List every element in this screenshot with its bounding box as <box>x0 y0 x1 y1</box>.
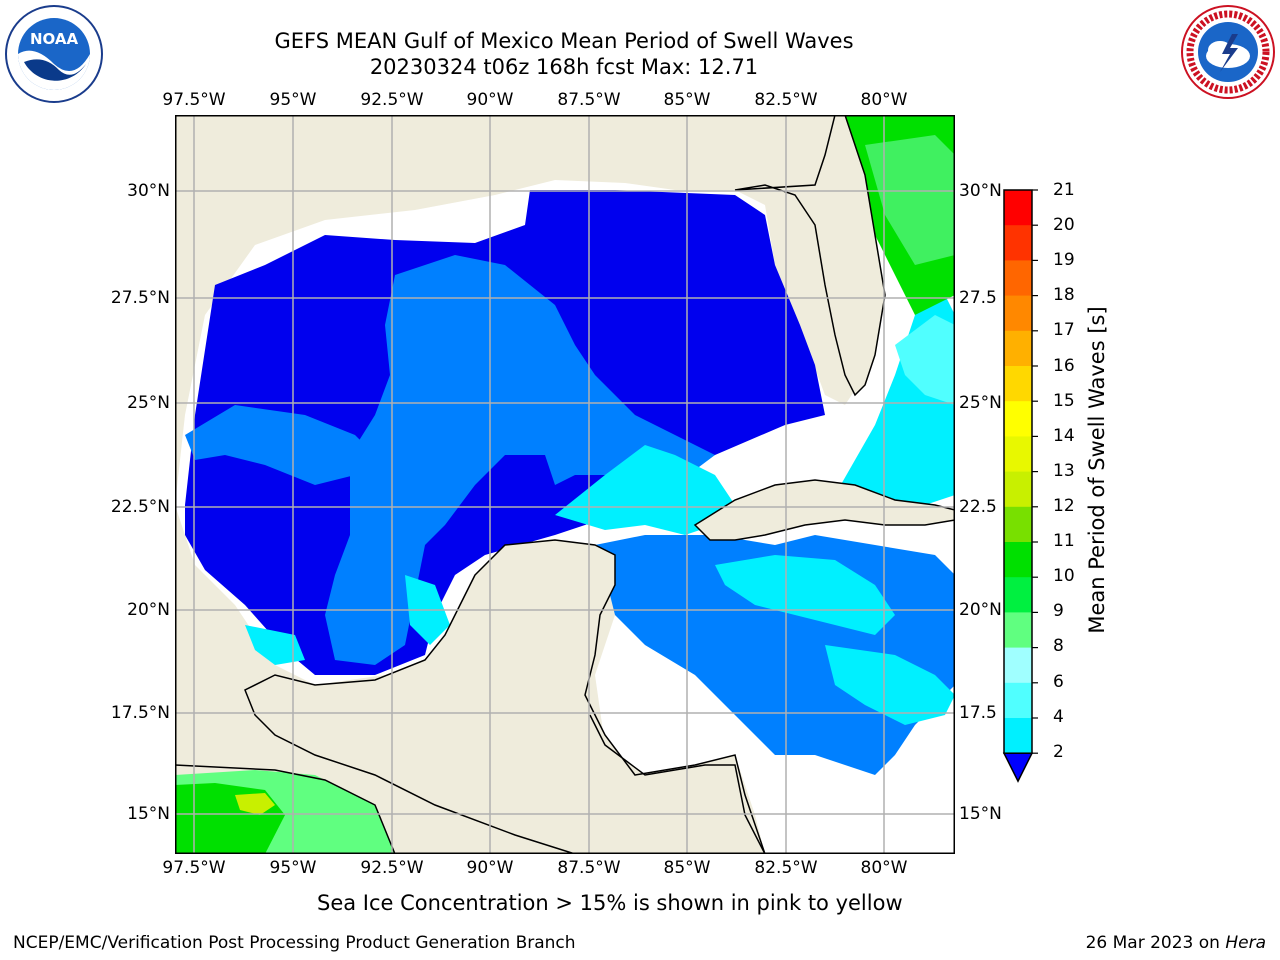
lat-label-right: 22.5 <box>959 497 997 517</box>
lon-label-bottom: 90°W <box>466 858 514 878</box>
colorbar-tick-label: 14 <box>1053 426 1075 446</box>
lon-label-top: 95°W <box>269 90 317 110</box>
cuba-land <box>693 479 955 541</box>
colorbar-segment <box>1004 295 1032 332</box>
lat-label-left: 27.5°N <box>110 288 170 308</box>
lon-label-top: 87.5°W <box>557 90 621 110</box>
lon-label-bottom: 92.5°W <box>360 858 424 878</box>
colorbar-segment <box>1004 577 1032 613</box>
lat-label-left: 30°N <box>127 181 170 201</box>
colorbar-segment <box>1004 330 1032 367</box>
lat-label-left: 20°N <box>127 600 170 620</box>
lat-label-left: 15°N <box>127 804 170 824</box>
footer-date: 26 Mar 2023 on Hera <box>1086 933 1266 953</box>
colorbar-segment <box>1004 260 1032 297</box>
noaa-logo: NOAA <box>5 5 103 103</box>
colorbar-tick-label: 4 <box>1053 707 1064 727</box>
florida-land <box>734 115 886 397</box>
colorbar-segment <box>1004 682 1032 719</box>
lat-label-right: 20°N <box>959 600 1002 620</box>
noaa-logo-text: NOAA <box>30 30 79 48</box>
yucatan-land <box>244 539 766 854</box>
swell-period-zone-12 <box>235 793 275 815</box>
colorbar-tick-label: 15 <box>1053 391 1075 411</box>
footer-date-text: 26 Mar 2023 on <box>1085 933 1226 953</box>
lon-label-bottom: 82.5°W <box>754 858 818 878</box>
nws-logo <box>1181 5 1275 99</box>
swell-period-zone-6 <box>825 645 955 725</box>
colorbar-tick-label: 10 <box>1053 566 1075 586</box>
lat-label-right: 30°N <box>959 181 1002 201</box>
swell-period-zone-10 <box>865 135 955 265</box>
colorbar-segment <box>1004 401 1032 437</box>
swell-period-zone-6 <box>245 625 305 665</box>
colorbar-tick-label: 19 <box>1053 250 1075 270</box>
colorbar-title: Mean Period of Swell Waves [s] <box>1085 306 1109 634</box>
lon-label-bottom: 87.5°W <box>557 858 621 878</box>
plot-title-line1: GEFS MEAN Gulf of Mexico Mean Period of … <box>274 29 854 53</box>
colorbar-segment <box>1004 542 1032 578</box>
footer-branch: NCEP/EMC/Verification Post Processing Pr… <box>13 933 576 953</box>
colorbar-tick-label: 18 <box>1053 285 1075 305</box>
lon-label-top: 85°W <box>663 90 711 110</box>
colorbar-segment <box>1004 471 1032 508</box>
colorbar-segment <box>1004 647 1032 684</box>
footer-host: Hera <box>1225 933 1266 953</box>
lon-label-bottom: 85°W <box>663 858 711 878</box>
lat-label-right: 15°N <box>959 804 1002 824</box>
lon-label-bottom: 97.5°W <box>162 858 226 878</box>
lat-label-right: 27.5 <box>959 288 997 308</box>
lon-label-top: 82.5°W <box>754 90 818 110</box>
colorbar-tick-label: 16 <box>1053 356 1075 376</box>
graticule <box>175 115 955 854</box>
colorbar-tick-label: 13 <box>1053 461 1075 481</box>
swell-period-zone-4 <box>325 255 715 665</box>
colorbar-tick-label: 6 <box>1053 672 1064 692</box>
colorbar-segment <box>1004 366 1032 402</box>
lat-label-left: 17.5°N <box>110 703 170 723</box>
lat-label-right: 25°N <box>959 393 1002 413</box>
lon-label-top: 97.5°W <box>162 90 226 110</box>
colorbar-tick-label: 12 <box>1053 496 1075 516</box>
lon-label-top: 92.5°W <box>360 90 424 110</box>
sea-ice-note: Sea Ice Concentration > 15% is shown in … <box>317 891 903 915</box>
colorbar-tick-label: 17 <box>1053 320 1075 340</box>
colorbar-segment <box>1004 506 1032 543</box>
colorbar-segment <box>1004 718 1032 754</box>
map-frame <box>175 115 955 854</box>
colorbar-segment <box>1004 436 1032 473</box>
lon-label-top: 90°W <box>466 90 514 110</box>
lat-label-right: 17.5 <box>959 703 997 723</box>
coastline-south <box>175 714 766 854</box>
lon-label-bottom: 80°W <box>860 858 908 878</box>
colorbar-tick-label: 9 <box>1053 601 1064 621</box>
swell-period-zone-8 <box>895 315 955 405</box>
colorbar-tick-label: 21 <box>1053 180 1075 200</box>
colorbar-tick-label: 20 <box>1053 215 1075 235</box>
colorbar-tick-label: 8 <box>1053 636 1064 656</box>
lat-label-left: 22.5°N <box>110 497 170 517</box>
colorbar-segment <box>1004 190 1032 226</box>
plot-title-line2: 20230324 t06z 168h fcst Max: 12.71 <box>369 55 759 79</box>
colorbar-segment <box>1004 612 1032 649</box>
lat-label-left: 25°N <box>127 393 170 413</box>
lon-label-bottom: 95°W <box>269 858 317 878</box>
swell-period-zone-4 <box>185 405 375 485</box>
colorbar-segment <box>1004 225 1032 261</box>
colorbar-extend-arrow <box>1002 752 1034 783</box>
swell-period-zone-6 <box>715 555 895 635</box>
lon-label-top: 80°W <box>860 90 908 110</box>
gulf-of-mexico-map <box>175 115 955 854</box>
colorbar <box>1002 189 1038 783</box>
colorbar-tick-label: 11 <box>1053 531 1075 551</box>
colorbar-tick-label: 2 <box>1053 742 1064 762</box>
swell-period-zone-6 <box>555 445 735 535</box>
